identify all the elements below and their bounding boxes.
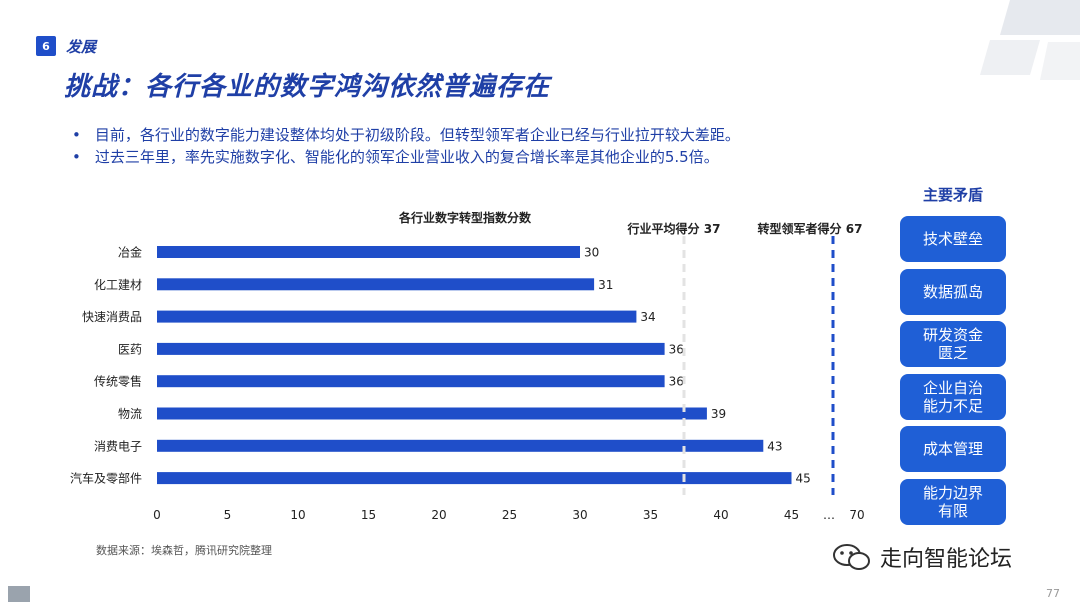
x-tick-label: 35 <box>643 508 658 522</box>
data-label: 43 <box>767 439 782 453</box>
x-tick-label: 20 <box>431 508 446 522</box>
section-title: 发展 <box>66 38 97 56</box>
category-label: 消费电子 <box>94 439 142 453</box>
data-label: 45 <box>796 472 811 486</box>
category-label: 快速消费品 <box>82 310 142 324</box>
contradiction-item: 数据孤岛 <box>900 268 1006 315</box>
x-tick-label: … <box>823 508 835 522</box>
x-tick-label: 10 <box>290 508 305 522</box>
category-label: 化工建材 <box>94 278 142 292</box>
category-label: 传统零售 <box>94 374 142 389</box>
data-label: 36 <box>669 342 684 356</box>
side-panel-list: 技术壁垒 数据孤岛 研发资金 匮乏 企业自治 能力不足 成本管理 能力边界 有限 <box>900 216 1006 531</box>
x-tick-label: 45 <box>784 508 799 522</box>
bullet-item: 目前，各行业的数字能力建设整体均处于初级阶段。但转型领军者企业已经与行业拉开较大… <box>72 124 740 146</box>
bar <box>157 342 665 355</box>
contradiction-item: 企业自治 能力不足 <box>900 373 1006 420</box>
category-label: 冶金 <box>118 245 142 260</box>
contradiction-item: 研发资金 匮乏 <box>900 321 1006 367</box>
page-number: 77 <box>1046 587 1060 600</box>
data-label: 34 <box>640 310 655 324</box>
contradiction-item: 能力边界 有限 <box>900 478 1006 525</box>
wechat-icon <box>833 544 870 570</box>
bar <box>157 375 665 388</box>
bullet-item: 过去三年里，率先实施数字化、智能化的领军企业营业收入的复合增长率是其他企业的5.… <box>72 146 740 168</box>
reference-line-label: 行业平均得分 37 <box>627 221 721 236</box>
bar <box>157 278 595 291</box>
x-tick-label: 15 <box>361 508 376 522</box>
side-panel-title: 主要矛盾 <box>922 186 983 204</box>
watermark-text: 走向智能论坛 <box>880 547 1013 572</box>
corner-decoration <box>980 0 1080 80</box>
x-tick-label: 5 <box>224 508 232 522</box>
x-tick-label: 25 <box>502 508 517 522</box>
data-label: 31 <box>598 278 613 292</box>
data-label: 30 <box>584 246 599 260</box>
bar <box>157 407 707 420</box>
bar <box>157 310 637 323</box>
category-label: 物流 <box>118 407 142 421</box>
bar <box>157 472 792 485</box>
bar <box>157 246 580 258</box>
data-label: 39 <box>711 407 726 421</box>
x-tick-label: 30 <box>572 508 587 522</box>
contradiction-item: 技术壁垒 <box>900 216 1006 262</box>
x-tick-label: 70 <box>849 508 864 522</box>
x-tick-label: 40 <box>713 508 728 522</box>
bullet-list: 目前，各行业的数字能力建设整体均处于初级阶段。但转型领军者企业已经与行业拉开较大… <box>72 124 740 168</box>
data-label: 36 <box>669 375 684 389</box>
category-label: 汽车及零部件 <box>70 471 142 486</box>
data-source-note: 数据来源：埃森哲，腾讯研究院整理 <box>96 544 272 557</box>
section-number-badge: 6 <box>36 36 56 56</box>
contradiction-item: 成本管理 <box>900 426 1006 472</box>
chart-title: 各行业数字转型指数分数 <box>398 210 532 225</box>
watermark: 走向智能论坛 <box>832 541 1012 573</box>
logo-icon <box>8 586 30 602</box>
page-title: 挑战：各行各业的数字鸿沟依然普遍存在 <box>64 72 551 102</box>
category-label: 医药 <box>118 342 142 356</box>
bar <box>157 439 764 452</box>
x-tick-label: 0 <box>153 508 161 522</box>
reference-line-label: 转型领军者得分 67 <box>758 221 863 236</box>
